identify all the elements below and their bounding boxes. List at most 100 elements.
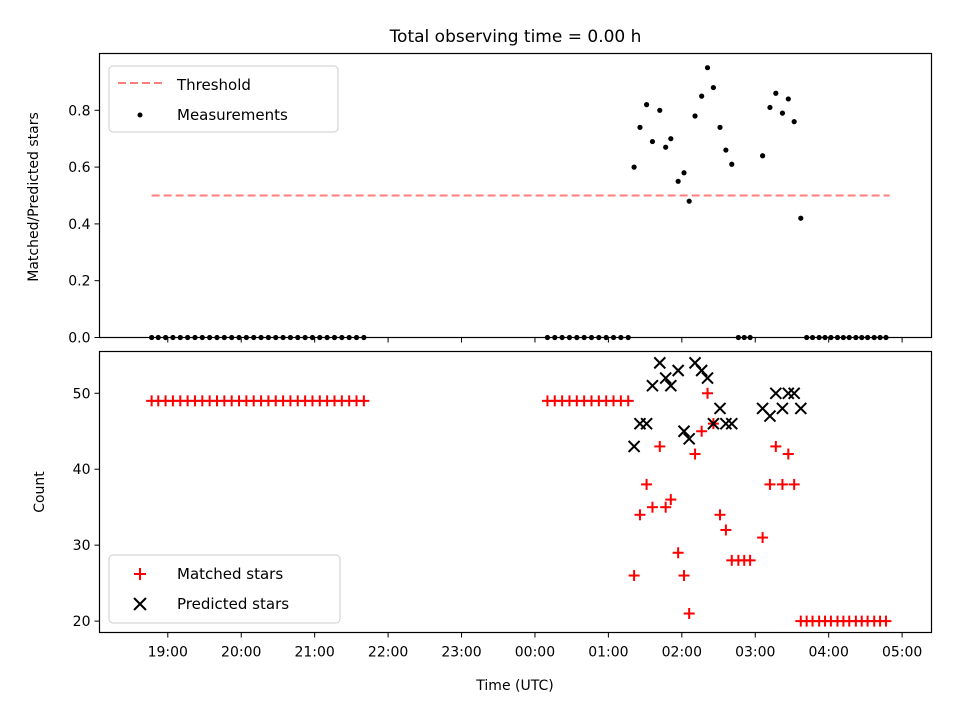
threshold-legend-label: Threshold [176, 76, 251, 94]
measurement-point [692, 113, 698, 119]
measurement-point [773, 90, 779, 96]
top-y-tick-label: 0.0 [68, 331, 90, 347]
predicted-star-point [763, 409, 777, 423]
measurement-point [637, 124, 643, 130]
predicted-star-point [695, 364, 708, 377]
predicted-star-point [659, 371, 672, 385]
measurement-point [699, 93, 705, 99]
predicted-star-point [707, 417, 720, 430]
predicted-star-point [782, 387, 795, 400]
matched-star-point [646, 501, 658, 513]
matched-star-point [683, 608, 695, 620]
predicted-star-point [794, 402, 807, 415]
predicted-star-point [671, 364, 685, 377]
bottom-plot-area: 20 30 40 50 19:00 20:00 21:00 22:00 23:00 00:00 01… [73, 356, 922, 661]
x-tick-label: 01:00 [588, 645, 628, 661]
matched-star-point [634, 509, 646, 521]
matched-legend-label: Matched stars [177, 565, 283, 583]
predicted-star-point [701, 371, 714, 385]
measurement-point [675, 178, 681, 184]
measurement-point [686, 198, 692, 204]
measurement-point [791, 119, 797, 125]
matched-star-point [654, 440, 666, 452]
x-tick-label: 04:00 [809, 645, 849, 661]
x-tick-label: 22:00 [368, 645, 408, 661]
bottom-plot-frame [98, 350, 933, 634]
measurement-point [717, 124, 723, 130]
measurement-point [704, 65, 711, 71]
top-plot-frame [98, 52, 933, 339]
measurement-point [767, 104, 773, 111]
top-y-tick-label: 0.6 [68, 160, 90, 176]
measurement-point [723, 147, 729, 153]
x-tick-label: 00:00 [515, 645, 555, 661]
top-legend-box [108, 65, 339, 133]
measurements-legend-swatch [137, 112, 143, 118]
matched-star-point [641, 478, 653, 490]
top-y-tick-label: 0.8 [68, 103, 90, 119]
measurements-legend-label: Measurements [177, 106, 288, 124]
matched-star-point [678, 570, 690, 582]
predicted-star-point [776, 402, 789, 415]
measurement-point [785, 96, 791, 102]
measurement-point [663, 144, 669, 150]
bottom-y-tick-label: 40 [73, 462, 91, 478]
x-tick-label: 20:00 [221, 645, 261, 661]
top-y-tick-label: 0.4 [68, 217, 90, 233]
top-panel: Total observing time = 0.00 h Matched/Pr… [26, 27, 933, 347]
x-tick-label: 19:00 [148, 645, 188, 661]
predicted-legend-swatch [133, 597, 147, 611]
predicted-star-point [677, 425, 691, 438]
measurement-point [760, 153, 766, 159]
top-legend: Threshold Measurements [108, 65, 339, 133]
matched-star-point [788, 478, 800, 490]
matched-star-point [764, 478, 776, 490]
predicted-star-point [769, 387, 783, 400]
measurement-point [643, 102, 650, 108]
bottom-y-tick-label: 30 [73, 538, 91, 554]
bottom-y-tick-label: 20 [73, 614, 91, 630]
predicted-legend-label: Predicted stars [177, 595, 289, 613]
predicted-star-point [682, 432, 696, 446]
bottom-legend-box [108, 554, 341, 624]
measurement-point [649, 138, 656, 145]
matched-star-point [744, 554, 756, 566]
matched-star-point [720, 524, 732, 536]
measurement-point [631, 164, 637, 170]
top-y-axis-label: Matched/Predicted stars [26, 112, 42, 282]
measurement-point [657, 107, 663, 113]
chart-title: Total observing time = 0.00 h [389, 27, 642, 47]
measurement-point [710, 84, 717, 91]
predicted-star-point [646, 379, 659, 392]
predicted-star-point [664, 379, 678, 392]
predicted-star-point [627, 440, 641, 453]
matched-star-point [757, 532, 769, 544]
bottom-legend: Matched stars Predicted stars [108, 554, 341, 624]
x-axis-label: Time (UTC) [475, 678, 553, 694]
matched-star-point [702, 387, 714, 399]
x-tick-label: 23:00 [441, 645, 481, 661]
bottom-y-axis-label: Count [32, 471, 48, 513]
measurement-point [668, 136, 674, 142]
matched-star-point [689, 448, 701, 460]
predicted-star-point [725, 417, 738, 430]
bottom-y-tick-label: 50 [73, 386, 91, 402]
predicted-star-point [653, 356, 667, 370]
matched-star-point [665, 494, 677, 506]
x-tick-label: 03:00 [735, 645, 775, 661]
matched-star-point [358, 395, 370, 407]
matched-star-point [622, 395, 634, 407]
matched-star-point [672, 547, 684, 559]
matched-legend-swatch [134, 568, 146, 580]
matched-star-point [714, 509, 726, 521]
predicted-star-point [787, 387, 801, 400]
top-y-tick-label: 0.2 [68, 274, 90, 290]
measurement-point [729, 161, 735, 167]
bottom-panel: Count Time (UTC) 20 30 40 50 19:00 20:00 21:00… [32, 350, 933, 694]
x-tick-label: 02:00 [662, 645, 702, 661]
matched-star-point [660, 501, 672, 513]
measurement-point [779, 110, 786, 116]
matched-star-point [880, 615, 892, 627]
predicted-star-point [713, 402, 727, 415]
